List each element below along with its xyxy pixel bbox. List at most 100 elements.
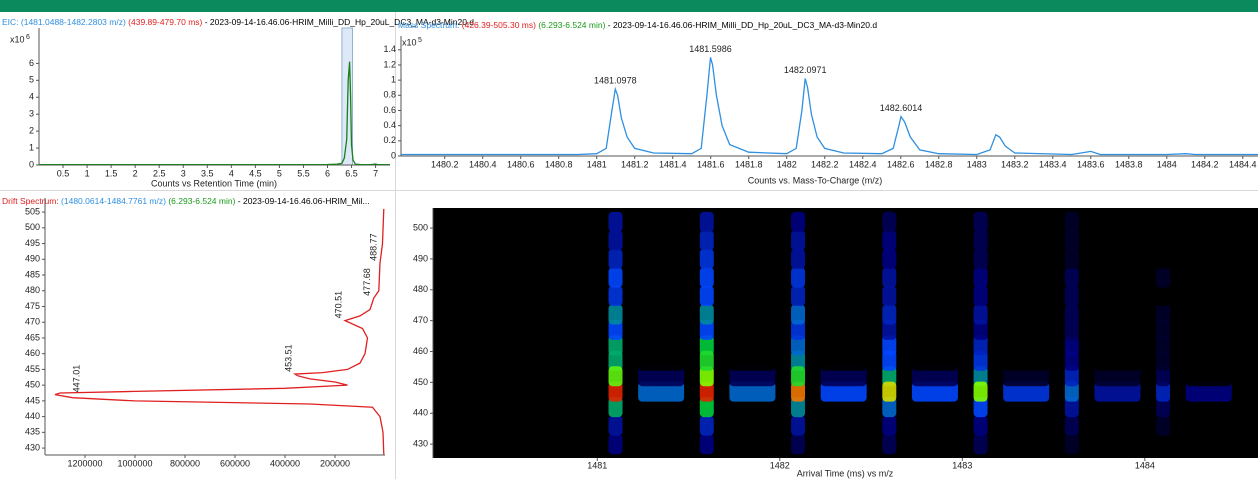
y-tick-label: 490 bbox=[25, 254, 40, 264]
heatmap-cell bbox=[608, 248, 623, 269]
heatmap-cell bbox=[791, 248, 806, 269]
y-tick-label: 445 bbox=[25, 395, 40, 405]
y-tick-label: 475 bbox=[25, 301, 40, 311]
heatmap-cell bbox=[791, 350, 806, 371]
heatmap-cell bbox=[973, 397, 988, 418]
heatmap-cell bbox=[1185, 381, 1232, 402]
title-part: (426.39-505.30 ms) bbox=[459, 20, 536, 30]
heatmap-cells bbox=[608, 211, 1232, 455]
heatmap-cell bbox=[1003, 230, 1050, 251]
y-tick-label: 430 bbox=[25, 442, 40, 452]
heatmap-cell bbox=[882, 211, 897, 232]
heatmap-cell bbox=[1156, 304, 1171, 325]
x-tick-label: 1481.8 bbox=[735, 159, 763, 169]
x-tick-label: 4.5 bbox=[249, 168, 262, 178]
x-tick-label: 1484.4 bbox=[1229, 159, 1257, 169]
heatmap-cell bbox=[1064, 230, 1079, 251]
heatmap-cell bbox=[820, 230, 867, 251]
heatmap-cell bbox=[638, 381, 685, 402]
heatmap-cell bbox=[1185, 366, 1232, 387]
heatmap-cell bbox=[699, 335, 714, 356]
x-tick-label: 1484 bbox=[1157, 159, 1177, 169]
heatmap-cell bbox=[1064, 304, 1079, 325]
y-tick-label: 460 bbox=[413, 346, 428, 356]
panel-title: Drift Spectrum: (1480.0614-1484.7761 m/z… bbox=[2, 196, 370, 206]
heatmap-cell bbox=[699, 434, 714, 455]
heatmap-cell bbox=[1064, 285, 1079, 306]
y-tick-label: 5 bbox=[29, 75, 34, 85]
heatmap-cell bbox=[1185, 248, 1232, 269]
heatmap-cell bbox=[699, 267, 714, 288]
heatmap-cell bbox=[791, 335, 806, 356]
heatmap-cell bbox=[729, 366, 776, 387]
heatmap-cell bbox=[1185, 267, 1232, 288]
x-tick-label: 1200000 bbox=[67, 458, 102, 468]
x-tick-label: 1483 bbox=[967, 159, 987, 169]
heatmap-cell bbox=[638, 248, 685, 269]
x-tick-label: 1000000 bbox=[117, 458, 152, 468]
y-tick-label: 455 bbox=[25, 364, 40, 374]
heatmap-cell bbox=[729, 335, 776, 356]
y-tick-label: 3 bbox=[29, 109, 34, 119]
heatmap-cell bbox=[1094, 248, 1141, 269]
y-tick-label: 470 bbox=[25, 317, 40, 327]
x-tick-label: 1484.2 bbox=[1191, 159, 1219, 169]
title-part: - 2023-09-14-16.46.06-HRIM_Mil... bbox=[235, 196, 369, 206]
heatmap-cell bbox=[911, 248, 958, 269]
x-tick-label: 2.5 bbox=[153, 168, 166, 178]
heatmap-cell bbox=[882, 415, 897, 436]
x-tick-label: 1480.6 bbox=[507, 159, 535, 169]
heatmap-cell bbox=[911, 434, 958, 455]
heatmap-cell bbox=[638, 415, 685, 436]
heatmap-cell bbox=[638, 319, 685, 340]
heatmap-cell bbox=[820, 366, 867, 387]
x-tick-label: 1 bbox=[85, 168, 90, 178]
heatmap-cell bbox=[1185, 285, 1232, 306]
heatmap-cell bbox=[608, 434, 623, 455]
top-bar bbox=[0, 0, 1258, 12]
peak-label: 1482.0971 bbox=[784, 65, 827, 75]
heatmap-cell bbox=[820, 350, 867, 371]
heatmap-cell bbox=[911, 211, 958, 232]
peak-label: 1482.6014 bbox=[880, 103, 923, 113]
heatmap-cell bbox=[973, 230, 988, 251]
x-tick-label: 0.5 bbox=[57, 168, 70, 178]
heatmap-cell bbox=[911, 230, 958, 251]
x-tick-label: 4 bbox=[229, 168, 234, 178]
x-tick-label: 1480.2 bbox=[431, 159, 459, 169]
heatmap-cell bbox=[820, 335, 867, 356]
heatmap-cell bbox=[729, 350, 776, 371]
heatmap-cell bbox=[699, 248, 714, 269]
heatmap-cell bbox=[973, 285, 988, 306]
y-tick-label: 435 bbox=[25, 427, 40, 437]
x-tick-label: 5 bbox=[277, 168, 282, 178]
x-tick-label: 200000 bbox=[320, 458, 350, 468]
heatmap-cell bbox=[820, 397, 867, 418]
data-line bbox=[401, 57, 1258, 156]
heatmap-cell bbox=[911, 304, 958, 325]
heatmap-cell bbox=[1094, 285, 1141, 306]
x-tick-label: 1483.4 bbox=[1039, 159, 1067, 169]
heatmap-cell bbox=[699, 415, 714, 436]
title-part: (1480.0614-1484.7761 m/z) bbox=[59, 196, 166, 206]
peak-label: 470.51 bbox=[333, 291, 343, 319]
panel-title: EIC: (1481.0488-1482.2803 m/z) (439.89-4… bbox=[2, 17, 474, 27]
y-multiplier: x10 bbox=[10, 34, 25, 44]
heatmap-cell bbox=[1094, 319, 1141, 340]
heatmap-cell bbox=[1064, 415, 1079, 436]
heatmap-cell bbox=[1094, 397, 1141, 418]
heatmap-cell bbox=[791, 230, 806, 251]
heatmap-cell bbox=[699, 319, 714, 340]
data-line bbox=[39, 61, 390, 165]
panel-title: Mass Spectrum: (426.39-505.30 ms) (6.293… bbox=[398, 20, 877, 30]
heatmap-cell bbox=[791, 415, 806, 436]
heatmap-cell bbox=[608, 350, 623, 371]
title-part: (6.293-6.524 min) bbox=[536, 20, 606, 30]
heatmap-cell bbox=[729, 267, 776, 288]
y-exponent: 6 bbox=[26, 34, 30, 41]
heatmap-cell bbox=[820, 415, 867, 436]
peak-label: 477.68 bbox=[362, 268, 372, 296]
heatmap-cell bbox=[1003, 267, 1050, 288]
x-tick-label: 1481.2 bbox=[621, 159, 649, 169]
heatmap-cell bbox=[1094, 267, 1141, 288]
